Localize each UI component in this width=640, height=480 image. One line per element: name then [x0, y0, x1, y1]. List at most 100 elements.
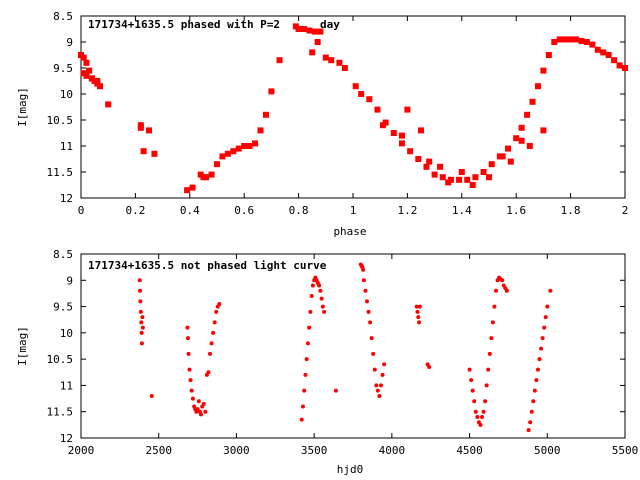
- phased-data-point: [314, 39, 321, 45]
- unphased-data-point: [318, 288, 323, 293]
- phased-data-point: [311, 28, 318, 35]
- unphased-data-point: [481, 409, 486, 414]
- phased-y-tick-label: 12: [60, 192, 73, 205]
- phased-data-point: [398, 140, 405, 147]
- unphased-data-point: [537, 357, 542, 362]
- unphased-data-point: [377, 393, 382, 398]
- phased-data-point: [616, 62, 623, 69]
- unphased-data-point: [417, 304, 422, 309]
- unphased-data-point: [543, 315, 548, 320]
- phased-x-tick-label: 2: [622, 204, 629, 217]
- unphased-data-point: [189, 388, 194, 393]
- unphased-data-point: [300, 404, 305, 409]
- unphased-data-point: [305, 341, 310, 346]
- phased-data-point: [374, 106, 381, 113]
- phased-data-point: [472, 174, 479, 181]
- unphased-data-point: [532, 388, 537, 393]
- phased-light-curve-chart: 0 0.2 0.4 0.6 0.8 1 1.2 1.4 1.6 1.8 2 8.5 9 9.5 10 10.5…: [16, 10, 628, 238]
- phased-data-point: [219, 153, 226, 160]
- unphased-y-tick-label: 10.5: [47, 353, 74, 366]
- phased-data-point: [600, 49, 607, 56]
- unphased-x-axis-label: hjd0: [337, 463, 364, 476]
- unphased-data-point: [208, 351, 213, 356]
- unphased-data-point: [333, 388, 338, 393]
- unphased-plot-frame: [80, 253, 626, 439]
- unphased-data-point: [303, 372, 308, 377]
- phased-data-point: [583, 39, 590, 45]
- unphased-data-point: [540, 336, 545, 341]
- phased-data-point: [407, 148, 414, 155]
- phased-data-point: [140, 148, 147, 155]
- unphased-data-point: [195, 407, 200, 412]
- unphased-data-point: [187, 367, 192, 372]
- unphased-data-point: [529, 409, 534, 414]
- unphased-data-point: [542, 325, 547, 330]
- phased-data-point: [257, 127, 264, 134]
- phased-data-point: [573, 36, 580, 43]
- phased-data-point: [556, 36, 563, 43]
- phased-data-point: [415, 156, 422, 162]
- phased-y-tick-label: 8.5: [53, 10, 73, 23]
- unphased-data-point: [415, 309, 420, 314]
- phased-data-point: [622, 65, 628, 71]
- phased-data-point: [352, 83, 359, 90]
- phased-data-point: [94, 78, 101, 84]
- unphased-data-point: [493, 288, 498, 293]
- unphased-data-point: [139, 330, 144, 335]
- unphased-data-point: [299, 417, 304, 422]
- phased-data-point: [404, 106, 411, 113]
- phased-data-point: [309, 49, 316, 56]
- phased-y-tick-label: 11.5: [47, 166, 74, 179]
- unphased-data-point: [322, 309, 327, 314]
- unphased-data-point: [473, 409, 478, 414]
- phased-data-point: [480, 169, 487, 175]
- unphased-data-point: [539, 346, 544, 351]
- unphased-data-point: [217, 301, 222, 306]
- unphased-data-point: [203, 409, 208, 414]
- unphased-data-point: [320, 304, 325, 309]
- unphased-y-tick-label: 8.5: [53, 248, 73, 261]
- phased-data-point: [445, 179, 452, 186]
- phased-data-point: [208, 171, 215, 178]
- unphased-data-point: [138, 309, 143, 314]
- unphased-data-point: [137, 278, 142, 283]
- phased-data-point: [189, 184, 196, 191]
- unphased-data-point: [209, 341, 214, 346]
- phased-data-point: [306, 27, 313, 34]
- unphased-data-point: [188, 378, 193, 383]
- unphased-data-point: [374, 383, 379, 388]
- unphased-data-point: [319, 296, 324, 301]
- phased-data-point: [328, 57, 335, 64]
- unphased-data-point: [201, 401, 206, 406]
- unphased-data-point: [363, 288, 368, 293]
- phased-data-point: [97, 83, 104, 90]
- phased-x-tick-label: 0.6: [234, 204, 254, 217]
- phased-data-point: [80, 54, 87, 61]
- unphased-data-point: [364, 299, 369, 304]
- phased-x-tick-label: 1.8: [561, 204, 581, 217]
- phased-x-tick-label: 0.8: [289, 204, 309, 217]
- unphased-y-axis-label: I[mag]: [16, 326, 29, 366]
- phased-x-tick-label: 1.4: [452, 204, 472, 217]
- unphased-data-point: [361, 267, 366, 272]
- unphased-data-point: [467, 367, 472, 372]
- phased-data-point: [398, 132, 405, 139]
- phased-data-point: [336, 59, 343, 66]
- phased-data-point: [146, 127, 152, 134]
- unphased-x-tick-label: 3000: [223, 444, 250, 457]
- phased-data-point: [551, 39, 558, 45]
- unphased-data-point: [483, 399, 488, 404]
- unphased-data-point: [138, 288, 143, 293]
- phased-x-tick-label: 1: [350, 204, 357, 217]
- unphased-data-point: [139, 341, 144, 346]
- phased-data-point: [567, 36, 574, 43]
- unphased-y-tick-label: 12: [60, 432, 73, 445]
- unphased-data-point: [185, 336, 190, 341]
- phased-x-axis-label: phase: [333, 225, 366, 238]
- phased-data-point: [151, 150, 158, 157]
- phased-data-point: [426, 158, 433, 165]
- unphased-data-point: [416, 315, 421, 320]
- phased-data-point: [88, 75, 95, 82]
- phased-data-point: [488, 161, 495, 168]
- unphased-data-point: [317, 283, 322, 288]
